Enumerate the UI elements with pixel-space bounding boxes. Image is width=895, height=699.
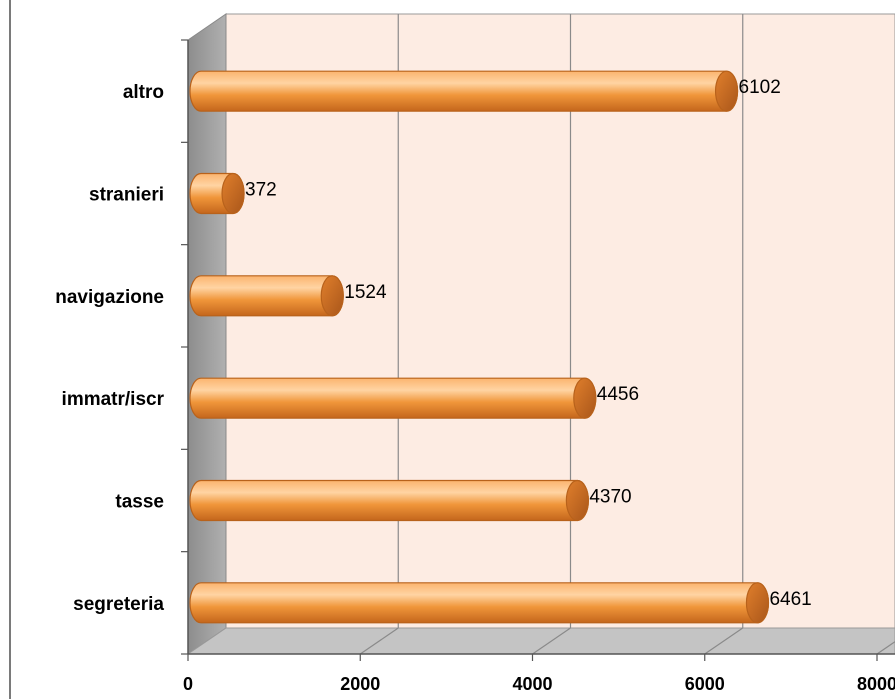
bar-body — [189, 377, 597, 419]
floor — [186, 627, 895, 655]
data-label: 372 — [245, 180, 277, 201]
data-label: 4370 — [589, 487, 631, 508]
category-label: navigazione — [55, 287, 164, 308]
bar-end-cap — [221, 172, 245, 215]
bar-body — [189, 479, 589, 522]
x-tick-label: 0 — [183, 674, 193, 694]
bar-body — [189, 70, 739, 112]
bar-end-cap — [714, 70, 739, 112]
bar — [189, 70, 739, 112]
gridline-floor — [532, 627, 571, 655]
bar-body — [189, 275, 344, 317]
category-label: stranieri — [89, 185, 164, 206]
x-axis-tick-labels: 0 2000 4000 6000 8000 — [183, 654, 895, 694]
bar — [189, 479, 589, 522]
category-labels: segreteria tasse immatr/iscr navigazione str… — [55, 82, 164, 615]
bar-body — [189, 582, 770, 624]
x-tick-label: 4000 — [512, 674, 552, 694]
gridlines — [359, 14, 895, 655]
data-label: 6102 — [739, 77, 781, 98]
bar-end-cap — [745, 582, 770, 624]
bar-end-cap — [320, 275, 344, 317]
bar — [189, 172, 245, 215]
bar — [189, 275, 344, 317]
data-label: 4456 — [597, 384, 639, 405]
bars: 6461 4370 4456 1524 372 6102 — [189, 70, 812, 624]
data-label: 1524 — [344, 282, 387, 303]
gridline-floor — [876, 640, 895, 655]
bar-end-cap — [565, 479, 589, 522]
bar — [189, 582, 770, 624]
x-tick-label: 6000 — [685, 674, 725, 694]
x-tick-label: 2000 — [340, 674, 380, 694]
data-label: 6461 — [769, 589, 811, 610]
category-label: tasse — [115, 492, 164, 513]
y-axis-ticks — [181, 39, 188, 655]
x-tick-label: 8000 — [857, 674, 895, 694]
gridline-floor — [704, 627, 744, 655]
category-label: altro — [123, 82, 164, 103]
bar — [189, 377, 597, 419]
category-label: immatr/iscr — [62, 389, 165, 410]
bar-end-cap — [573, 377, 597, 419]
category-label: segreteria — [73, 594, 164, 615]
gridline-floor — [359, 627, 399, 655]
